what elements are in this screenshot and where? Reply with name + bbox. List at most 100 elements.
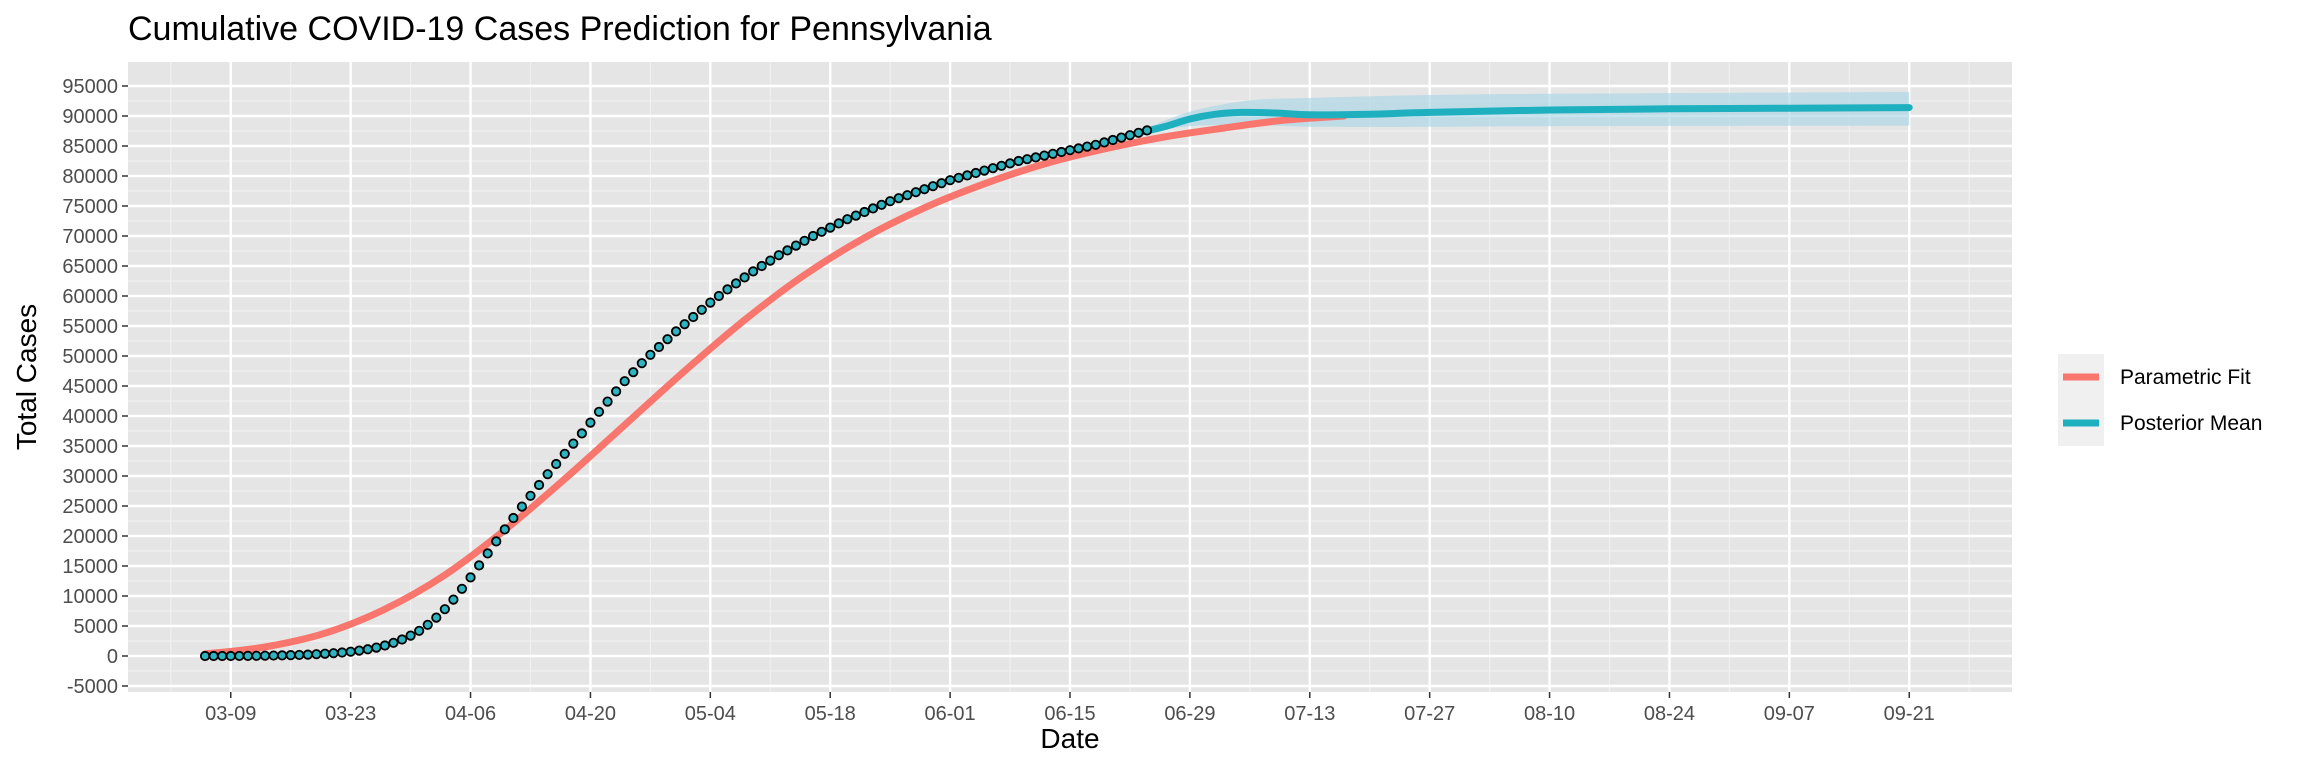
- y-tick-label: 60000: [62, 286, 118, 308]
- observed-point: [1030, 152, 1041, 163]
- x-tick-label: 03-23: [325, 703, 376, 725]
- y-tick-label: 95000: [62, 76, 118, 98]
- observed-point: [628, 367, 639, 378]
- observed-point: [799, 235, 810, 246]
- observed-point: [756, 260, 767, 272]
- observed-point: [474, 560, 485, 571]
- observed-point: [208, 650, 219, 662]
- observed-point: [885, 196, 896, 207]
- x-tick-label: 06-15: [1044, 703, 1095, 725]
- y-tick-label: 15000: [62, 556, 118, 578]
- y-tick-label: 0: [107, 646, 118, 668]
- observed-point: [431, 612, 442, 623]
- y-tick-label: 70000: [62, 226, 118, 248]
- chart-title: Cumulative COVID-19 Cases Prediction for…: [128, 10, 992, 48]
- y-tick-label: 75000: [62, 196, 118, 218]
- observed-point: [482, 548, 493, 559]
- observed-point: [285, 650, 296, 661]
- y-tick-label: 40000: [62, 406, 118, 428]
- posterior-mean-line: [1135, 104, 1913, 137]
- observed-point: [688, 311, 699, 323]
- observed-point: [645, 349, 656, 360]
- observed-point: [1047, 148, 1058, 159]
- observed-point: [619, 376, 630, 387]
- observed-point: [1099, 137, 1110, 148]
- observed-point: [833, 218, 844, 229]
- observed-point: [713, 290, 724, 302]
- observed-point: [268, 650, 279, 661]
- observed-point: [328, 648, 339, 659]
- y-axis-title: Total Cases: [11, 304, 42, 450]
- legend-item-posterior-mean: Posterior Mean: [2058, 400, 2262, 446]
- y-tick-label: 25000: [62, 496, 118, 518]
- y-tick-label: 5000: [74, 616, 119, 638]
- observed-point: [422, 619, 433, 630]
- observed-point: [234, 650, 245, 662]
- x-tick-label: 06-29: [1164, 703, 1215, 725]
- observed-point: [611, 386, 622, 397]
- observed-point: [491, 536, 502, 547]
- x-tick-label: 07-13: [1284, 703, 1335, 725]
- observed-point: [465, 572, 476, 583]
- grid-major: [128, 62, 2012, 692]
- x-tick-label: 05-04: [685, 703, 736, 725]
- observed-point: [748, 266, 759, 277]
- observed-point: [354, 645, 365, 656]
- observed-point: [816, 226, 827, 237]
- observed-point: [996, 160, 1007, 171]
- observed-point: [730, 278, 742, 289]
- observed-point: [773, 250, 784, 261]
- observed-point: [448, 594, 459, 605]
- observed-point: [842, 214, 853, 225]
- observed-point: [1004, 158, 1016, 169]
- legend: Parametric Fit Posterior Mean: [2058, 354, 2262, 446]
- observed-point: [1141, 125, 1153, 136]
- observed-point: [525, 490, 536, 501]
- observed-point: [1124, 130, 1136, 141]
- observed-point: [1022, 154, 1033, 165]
- legend-label-posterior-mean: Posterior Mean: [2120, 412, 2262, 435]
- observed-point: [242, 650, 253, 661]
- x-tick-label: 09-21: [1884, 703, 1935, 725]
- observed-point: [456, 583, 468, 594]
- observed-point: [388, 637, 399, 648]
- y-tick-label: 10000: [62, 586, 118, 608]
- observed-point: [585, 417, 596, 428]
- observed-point: [653, 341, 665, 353]
- observed-point: [516, 501, 528, 512]
- observed-point: [576, 428, 587, 439]
- observed-point: [405, 630, 416, 641]
- observed-point: [379, 640, 391, 651]
- x-tick-label: 08-10: [1524, 703, 1575, 725]
- observed-point: [893, 193, 904, 204]
- legend-label-parametric-fit: Parametric Fit: [2120, 366, 2251, 389]
- observed-point: [876, 199, 887, 210]
- observed-point: [568, 438, 579, 449]
- observed-point: [371, 642, 382, 653]
- observed-points: [199, 125, 1153, 662]
- observed-point: [962, 170, 973, 181]
- observed-point: [439, 604, 450, 615]
- observed-point: [859, 206, 870, 218]
- observed-point: [277, 650, 288, 661]
- observed-point: [790, 240, 802, 251]
- legend-item-parametric-fit: Parametric Fit: [2058, 354, 2251, 400]
- y-tick-label: 85000: [62, 136, 118, 158]
- observed-point: [1116, 132, 1127, 143]
- observed-point: [551, 458, 562, 470]
- observed-point: [319, 648, 331, 659]
- observed-point: [953, 172, 964, 183]
- observed-point: [1082, 141, 1093, 152]
- observed-point: [825, 222, 836, 233]
- observed-point: [533, 479, 545, 491]
- observed-point: [602, 396, 613, 407]
- x-axis-title: Date: [1040, 723, 1099, 754]
- observed-point: [414, 625, 425, 636]
- observed-point: [251, 650, 262, 661]
- observed-point: [765, 255, 776, 266]
- observed-point: [987, 163, 999, 174]
- observed-point: [936, 178, 947, 189]
- observed-point: [1056, 146, 1067, 158]
- y-tick-label: 35000: [62, 436, 118, 458]
